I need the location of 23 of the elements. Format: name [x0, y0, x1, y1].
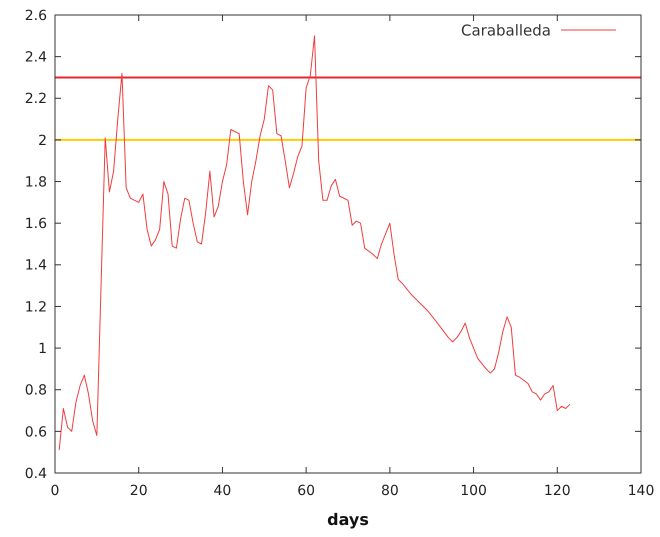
line-series [58, 35, 570, 451]
y-tick-label: 1.6 [24, 216, 48, 232]
y-tick-label: 1 [38, 340, 47, 357]
y-tick-label: 0.8 [24, 382, 47, 399]
y-tick-label: 1.8 [24, 174, 47, 190]
x-axis-title: days [327, 510, 369, 529]
y-tick-label: 0.6 [24, 424, 48, 440]
y-tick-label: 2 [38, 132, 47, 149]
x-tick-label: 80 [380, 483, 399, 499]
y-tick-label: 2.6 [24, 8, 48, 24]
legend-label: Caraballeda [460, 21, 551, 40]
y-tick-label: 1.2 [24, 299, 47, 316]
x-tick-label: 0 [50, 483, 60, 499]
x-tick-label: 100 [460, 483, 487, 499]
x-tick-label: 120 [544, 483, 571, 499]
x-tick-label: 40 [214, 483, 232, 499]
y-tick-label: 1.4 [24, 258, 48, 274]
y-tick-label: 2.2 [24, 91, 47, 108]
x-tick-label: 60 [297, 483, 316, 499]
y-tick-label: 0.4 [24, 466, 48, 482]
x-tick-label: 140 [628, 483, 654, 499]
y-tick-label: 2.4 [24, 50, 48, 66]
x-tick-label: 20 [130, 483, 148, 499]
